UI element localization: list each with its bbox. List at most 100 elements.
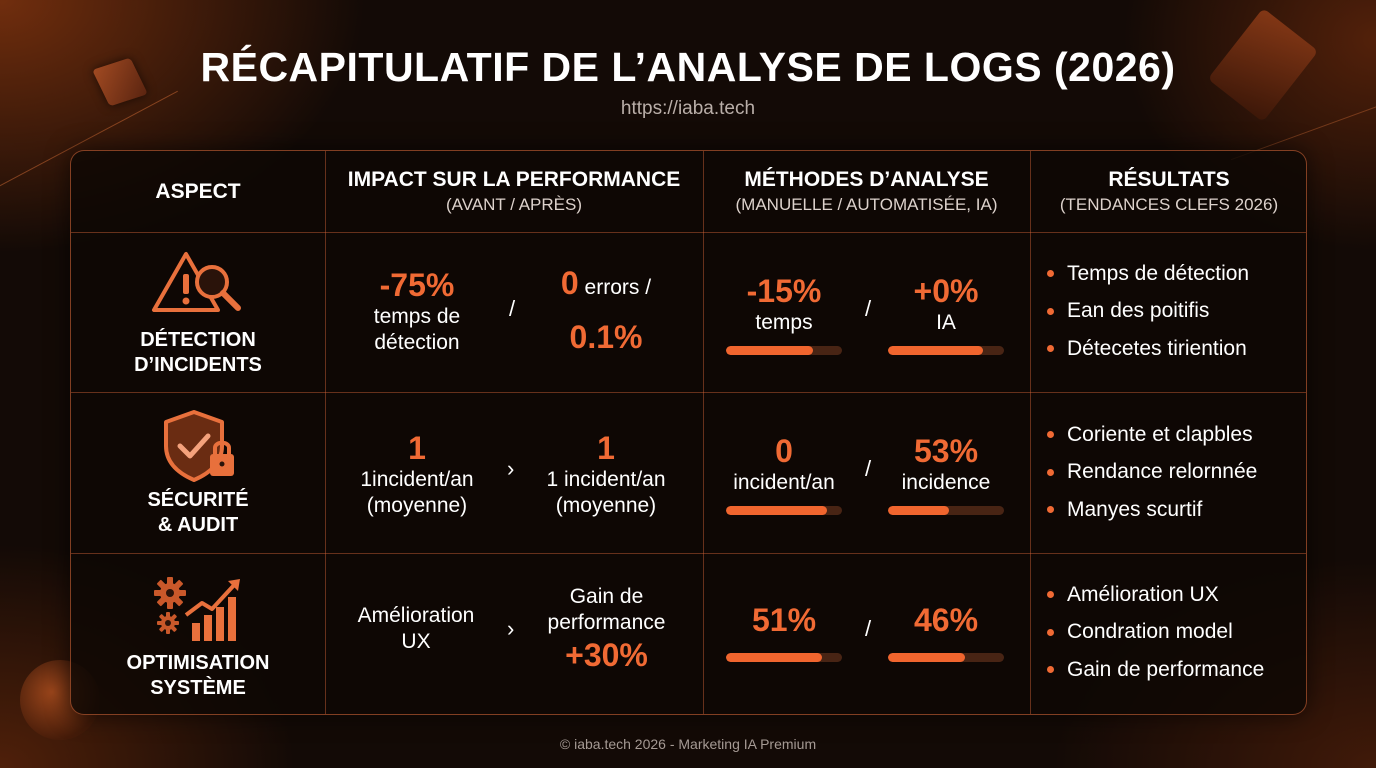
aspect-label: SÉCURITÉ & AUDIT [147,488,248,538]
result-text: Ean des poitifis [1067,299,1210,323]
result-text: Manyes scurtif [1067,497,1203,521]
impact-before: Amélioration UX [341,581,491,676]
impact-value-line: 0 errors / [561,264,651,302]
bullet-dot-icon [1047,307,1054,315]
result-text: Condration model [1067,620,1233,644]
method-label: temps [755,310,813,334]
impact-value: 1 [597,429,615,466]
result-text: Amélioration UX [1067,582,1219,606]
page-title: RÉCAPITULATIF DE L’ANALYSE DE LOGS (2026… [200,44,1176,90]
bullet-dot-icon [1047,345,1054,353]
bullet-dot-icon [1047,506,1054,514]
method-value: -15% [746,272,822,309]
bullet-dot-icon [1047,628,1054,636]
site-url[interactable]: https://iaba.tech [620,98,756,119]
list-item: Rendance relornnée [1047,454,1257,492]
header-methods: MÉTHODES D’ANALYSE (MANUELLE / AUTOMATIS… [703,151,1030,232]
method-value: +0% [913,272,979,309]
method-separator: / [865,456,872,481]
progress-bar-fill [726,345,813,355]
gears-growth-chart-icon [154,576,240,641]
aspect-label-line: & AUDIT [157,514,239,536]
impact-text: (moyenne) [366,493,468,517]
row-divider [71,232,1306,233]
impact-after: 1 1 incident/an (moyenne) [531,416,681,531]
result-text: Détecetes tiriention [1067,336,1247,360]
method-value: 53% [913,432,979,469]
list-item: Détecetes tiriention [1047,330,1249,368]
impact-text: Amélioration [357,603,475,627]
header-aspect: ASPECT [71,151,325,232]
impact-value: -75% [379,267,455,303]
impact-after: 0 errors / 0.1% [526,255,686,365]
impact-text: temps de [373,305,461,328]
header-methods-label: MÉTHODES D’ANALYSE [744,168,989,191]
progress-bar [888,652,1004,662]
summary-table: ASPECT IMPACT SUR LA PERFORMANCE (AVANT … [70,150,1307,715]
bullet-dot-icon [1047,468,1054,476]
method-value: 46% [913,601,979,638]
result-text: Gain de performance [1067,657,1265,681]
method-separator: / [865,296,872,321]
list-item: Ean des poitifis [1047,293,1249,331]
method-ai: 46% [881,591,1011,671]
impact-separator: / [509,296,516,321]
method-label: IA [936,310,956,334]
progress-bar [726,652,842,662]
progress-bar [888,345,1004,355]
list-item: Amélioration UX [1047,576,1264,614]
aspect-label-line: SÉCURITÉ [147,489,249,511]
result-text: Rendance relornnée [1067,460,1258,484]
aspect-label: OPTIMISATION SYSTÈME [127,651,270,701]
list-item: Manyes scurtif [1047,491,1257,529]
bullet-dot-icon [1047,591,1054,599]
list-item: Condration model [1047,614,1264,652]
impact-separator: › [507,456,515,481]
impact-text: 1 incident/an [546,467,666,491]
method-value: 0 [775,432,793,469]
impact-before: -75% temps de détection [347,251,487,371]
method-label: incident/an [733,470,835,494]
impact-after: Gain de performance +30% [529,577,684,681]
impact-text: Gain de [569,585,644,608]
header-results-sub: (TENDANCES CLEFS 2026) [1059,195,1279,214]
progress-bar [726,505,842,515]
impact-text: UX [401,629,431,653]
result-text: Coriente et clapbles [1067,422,1253,446]
method-manual: 0 incident/an [719,423,849,523]
bullet-dot-icon [1047,431,1054,439]
header-impact-sub: (AVANT / APRÈS) [445,195,583,214]
method-separator: / [865,616,872,641]
method-ai: +0% IA [881,263,1011,363]
impact-text: errors / [578,276,652,299]
progress-bar-fill [888,505,950,515]
progress-bar [726,345,842,355]
impact-text: détection [374,331,460,354]
impact-text: performance [547,611,666,634]
list-item: Gain de performance [1047,651,1264,689]
impact-before: 1 1incident/an (moyenne) [347,416,487,531]
progress-bar-fill [726,652,823,662]
impact-value: 0 [560,265,579,301]
aspect-label-line: OPTIMISATION [126,651,270,674]
method-ai: 53% incidence [881,423,1011,523]
column-divider [1030,151,1031,714]
result-text: Temps de détection [1067,261,1250,285]
results-list: Coriente et clapbles Rendance relornnée … [1047,416,1257,529]
method-manual: -15% temps [719,263,849,363]
method-value: 51% [751,601,817,638]
column-divider [325,151,326,714]
impact-value: +30% [565,637,648,673]
impact-text: 1incident/an [360,467,474,491]
aspect-incident-detection: DÉTECTION D’INCIDENTS [71,243,325,383]
header-results-label: RÉSULTATS [1108,168,1230,191]
impact-separator: › [507,616,515,641]
header-aspect-label: ASPECT [155,179,241,203]
aspect-system-optimisation: OPTIMISATION SYSTÈME [71,563,325,708]
aspect-label: DÉTECTION D’INCIDENTS [134,328,262,378]
progress-bar-fill [888,652,965,662]
row-divider [71,392,1306,393]
header-impact-label: IMPACT SUR LA PERFORMANCE [347,168,681,191]
aspect-security-audit: SÉCURITÉ & AUDIT [71,403,325,543]
header-impact: IMPACT SUR LA PERFORMANCE (AVANT / APRÈS… [325,151,703,232]
